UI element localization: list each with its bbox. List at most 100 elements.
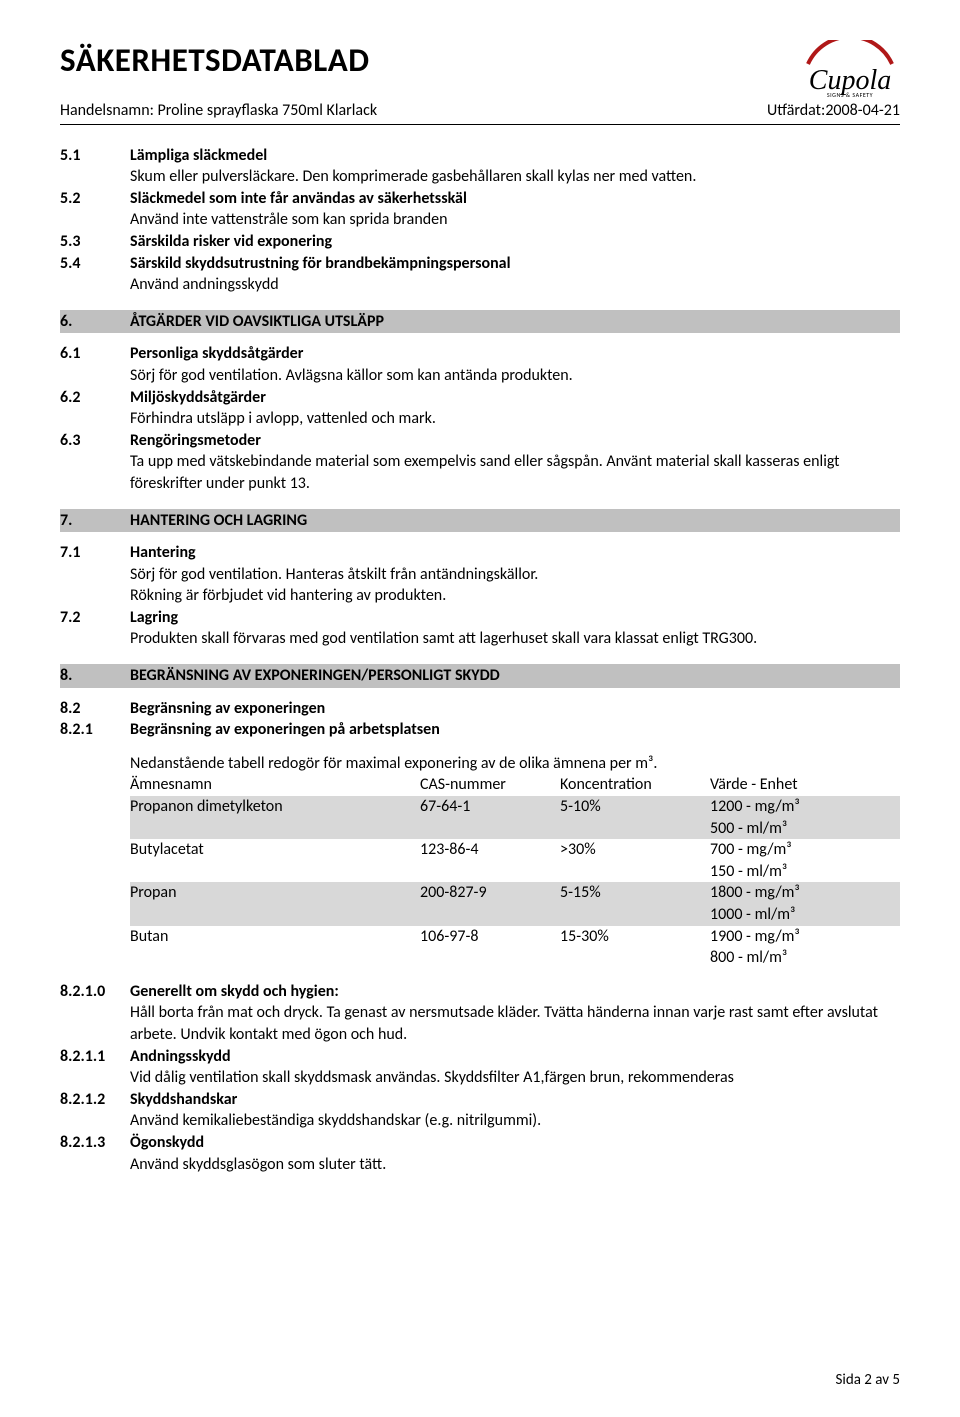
table-cell — [130, 947, 420, 969]
table-cell: 150 - ml/m³ — [710, 861, 900, 883]
table-row: Propanon dimetylketon67-64-15-10%1200 - … — [130, 796, 900, 818]
table-cell: Propan — [130, 882, 420, 904]
section-header-6: 6. ÅTGÄRDER VID OAVSIKTLIGA UTSLÄPP — [60, 310, 900, 334]
item-body: Produkten skall förvaras med god ventila… — [130, 628, 900, 650]
issued-date: Utfärdat:2008-04-21 — [767, 101, 900, 120]
table-cell: 1800 - mg/m³ — [710, 882, 900, 904]
item-title: Personliga skyddsåtgärder — [130, 343, 900, 365]
page-footer: Sida 2 av 5 — [836, 1371, 901, 1389]
table-cell — [130, 818, 420, 840]
table-cell: 1900 - mg/m³ — [710, 926, 900, 948]
item-body: Använd kemikaliebeständiga skyddshandska… — [130, 1110, 900, 1132]
item-title: Lämpliga släckmedel — [130, 145, 900, 167]
table-cell — [130, 904, 420, 926]
table-row: Butylacetat123-86-4>30%700 - mg/m³ — [130, 839, 900, 861]
item-number: 5.1 — [60, 145, 130, 188]
item-title: Generellt om skydd och hygien: — [130, 981, 900, 1003]
table-cell — [130, 861, 420, 883]
item-number: 8.2 — [60, 698, 130, 720]
item-title: Hantering — [130, 542, 900, 564]
table-cell: 106-97-8 — [420, 926, 560, 948]
item-body: Skum eller pulversläckare. Den komprimer… — [130, 166, 900, 188]
item-number: 8.2.1 — [60, 719, 130, 741]
table-row: 500 - ml/m³ — [130, 818, 900, 840]
section-title: ÅTGÄRDER VID OAVSIKTLIGA UTSLÄPP — [130, 311, 900, 333]
table-header-row: Ämnesnamn CAS-nummer Koncentration Värde… — [130, 774, 900, 796]
item-body: Använd inte vattenstråle som kan sprida … — [130, 209, 900, 231]
item-body: Vid dålig ventilation skall skyddsmask a… — [130, 1067, 900, 1089]
table-cell: 5-10% — [560, 796, 710, 818]
table-row: 800 - ml/m³ — [130, 947, 900, 969]
item-number: 7.2 — [60, 607, 130, 650]
table-cell: 700 - mg/m³ — [710, 839, 900, 861]
item-title: Särskilda risker vid exponering — [130, 231, 900, 253]
item-body: Förhindra utsläpp i avlopp, vattenled oc… — [130, 408, 900, 430]
doc-title: SÄKERHETSDATABLAD — [60, 40, 370, 80]
table-cell: 123-86-4 — [420, 839, 560, 861]
table-cell — [420, 818, 560, 840]
item-number: 6.1 — [60, 343, 130, 386]
table-cell: 200-827-9 — [420, 882, 560, 904]
item-number: 8.2.1.0 — [60, 981, 130, 1046]
item-number: 6.2 — [60, 387, 130, 430]
header-rule — [60, 124, 900, 125]
item-body: Sörj för god ventilation. Avlägsna källo… — [130, 365, 900, 387]
item-number: 5.4 — [60, 253, 130, 296]
item-title: Begränsning av exponeringen — [130, 698, 900, 720]
section-number: 8. — [60, 665, 130, 687]
table-cell — [420, 861, 560, 883]
table-cell: 67-64-1 — [420, 796, 560, 818]
section-title: HANTERING OCH LAGRING — [130, 510, 900, 532]
item-number: 7.1 — [60, 542, 130, 607]
table-cell: 5-15% — [560, 882, 710, 904]
table-cell — [560, 947, 710, 969]
item-title: Ögonskydd — [130, 1132, 900, 1154]
item-title: Begränsning av exponeringen på arbetspla… — [130, 719, 900, 741]
item-number: 8.2.1.3 — [60, 1132, 130, 1175]
item-number: 8.2.1.2 — [60, 1089, 130, 1132]
logo-arc-icon — [800, 40, 900, 66]
product-name: Handelsnamn: Proline sprayflaska 750ml K… — [60, 101, 377, 120]
section-number: 7. — [60, 510, 130, 532]
table-cell — [420, 947, 560, 969]
section-title: BEGRÄNSNING AV EXPONERINGEN/PERSONLIGT S… — [130, 665, 900, 687]
table-intro: Nedanstående tabell redogör för maximal … — [130, 753, 900, 775]
table-cell: 15-30% — [560, 926, 710, 948]
table-row: 1000 - ml/m³ — [130, 904, 900, 926]
item-body: Håll borta från mat och dryck. Ta genast… — [130, 1002, 900, 1045]
table-row: 150 - ml/m³ — [130, 861, 900, 883]
item-body: Ta upp med vätskebindande material som e… — [130, 451, 900, 494]
table-cell: Butan — [130, 926, 420, 948]
table-cell — [560, 904, 710, 926]
table-header: Koncentration — [560, 774, 710, 796]
table-cell: 1200 - mg/m³ — [710, 796, 900, 818]
item-title: Lagring — [130, 607, 900, 629]
table-cell: >30% — [560, 839, 710, 861]
table-cell — [560, 861, 710, 883]
table-cell — [560, 818, 710, 840]
item-title: Skyddshandskar — [130, 1089, 900, 1111]
table-cell: 800 - ml/m³ — [710, 947, 900, 969]
table-header: CAS-nummer — [420, 774, 560, 796]
table-cell: 500 - ml/m³ — [710, 818, 900, 840]
brand-name: Cupola — [800, 71, 900, 91]
item-number: 6.3 — [60, 430, 130, 495]
table-cell: Propanon dimetylketon — [130, 796, 420, 818]
item-number: 8.2.1.1 — [60, 1046, 130, 1089]
item-body: Använd skyddsglasögon som sluter tätt. — [130, 1154, 900, 1176]
table-header: Värde - Enhet — [710, 774, 900, 796]
item-body: Använd andningsskydd — [130, 274, 900, 296]
section-number: 6. — [60, 311, 130, 333]
item-title: Rengöringsmetoder — [130, 430, 900, 452]
item-title: Miljöskyddsåtgärder — [130, 387, 900, 409]
table-row: Butan106-97-815-30%1900 - mg/m³ — [130, 926, 900, 948]
brand-logo: Cupola SIGNS & SAFETY — [800, 40, 900, 99]
item-body: Rökning är förbjudet vid hantering av pr… — [130, 585, 900, 607]
table-cell: Butylacetat — [130, 839, 420, 861]
item-number: 5.2 — [60, 188, 130, 231]
item-title: Släckmedel som inte får användas av säke… — [130, 188, 900, 210]
table-cell: 1000 - ml/m³ — [710, 904, 900, 926]
table-cell — [420, 904, 560, 926]
item-title: Andningsskydd — [130, 1046, 900, 1068]
exposure-table: Ämnesnamn CAS-nummer Koncentration Värde… — [130, 774, 900, 968]
